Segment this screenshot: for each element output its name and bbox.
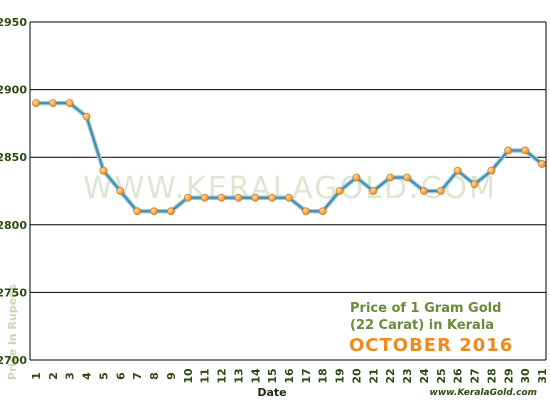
x-tick-label: 14	[249, 368, 262, 384]
data-point	[99, 166, 108, 175]
x-tick-label: 18	[317, 368, 330, 383]
y-tick-label: 2850	[0, 151, 27, 164]
x-tick-label: 1	[30, 372, 43, 380]
x-tick-label: 11	[199, 368, 212, 383]
x-tick-label: 4	[81, 372, 94, 380]
x-tick-label: 17	[300, 368, 313, 383]
data-point	[116, 187, 125, 195]
data-point	[217, 193, 226, 202]
x-tick-label: 6	[114, 372, 127, 380]
x-tick-label: 28	[485, 368, 498, 383]
data-point	[32, 99, 40, 108]
x-tick-label: 5	[97, 372, 110, 380]
data-point	[369, 187, 378, 195]
data-point	[420, 187, 428, 195]
data-point	[65, 99, 74, 108]
x-tick-label: 9	[165, 372, 178, 380]
x-tick-label: 10	[182, 368, 195, 384]
data-point	[234, 193, 243, 202]
y-axis-label: Price in Rupees	[6, 283, 19, 380]
data-point	[470, 180, 479, 189]
data-point	[150, 207, 158, 216]
x-tick-label: 12	[216, 368, 229, 383]
x-tick-label: 24	[418, 368, 431, 384]
x-tick-label: 23	[401, 368, 414, 383]
data-point	[386, 173, 395, 182]
x-tick-label: 26	[452, 368, 465, 384]
x-tick-label: 19	[334, 368, 347, 383]
x-tick-label: 27	[469, 368, 482, 383]
y-tick-label: 2700	[0, 354, 27, 367]
data-point	[133, 207, 142, 216]
data-point	[167, 207, 175, 216]
data-point	[436, 187, 445, 195]
data-point	[487, 166, 496, 175]
y-tick-label: 2750	[0, 286, 27, 299]
y-tick-label: 2900	[0, 84, 27, 97]
x-tick-label: 13	[232, 368, 245, 383]
x-tick-label: 21	[367, 368, 380, 383]
y-tick-label: 2800	[0, 219, 27, 232]
source-text: www.KeralaGold.com	[430, 388, 537, 398]
data-point	[521, 146, 530, 155]
caption-month: OCTOBER 2016	[349, 335, 513, 356]
data-point	[403, 173, 411, 182]
data-point	[318, 207, 327, 216]
data-point	[48, 99, 57, 108]
x-tick-label: 8	[148, 372, 161, 380]
x-axis-label: Date	[257, 386, 286, 399]
x-tick-label: 30	[519, 368, 532, 384]
x-tick-label: 2	[47, 372, 60, 380]
caption-line2: (22 Carat) in Kerala	[350, 318, 494, 333]
x-tick-label: 3	[64, 372, 77, 380]
data-point	[504, 146, 513, 155]
x-tick-label: 16	[283, 368, 296, 384]
data-point	[82, 112, 91, 121]
x-tick-label: 31	[536, 368, 549, 383]
data-point	[352, 173, 361, 182]
x-tick-label: 20	[350, 368, 363, 384]
x-tick-label: 29	[502, 368, 515, 383]
data-point	[335, 187, 344, 195]
data-point	[285, 193, 293, 202]
data-point	[251, 193, 260, 202]
x-tick-label: 15	[266, 368, 279, 383]
data-point	[268, 193, 277, 202]
data-point	[538, 160, 546, 168]
caption-line1: Price of 1 Gram Gold	[350, 301, 501, 316]
data-point	[200, 193, 209, 202]
data-point	[183, 193, 192, 202]
y-tick-label: 2950	[0, 16, 27, 29]
data-point	[453, 166, 462, 175]
x-tick-label: 7	[131, 372, 144, 380]
data-point	[301, 207, 310, 216]
x-tick-label: 25	[435, 368, 448, 383]
x-tick-label: 22	[384, 368, 397, 383]
